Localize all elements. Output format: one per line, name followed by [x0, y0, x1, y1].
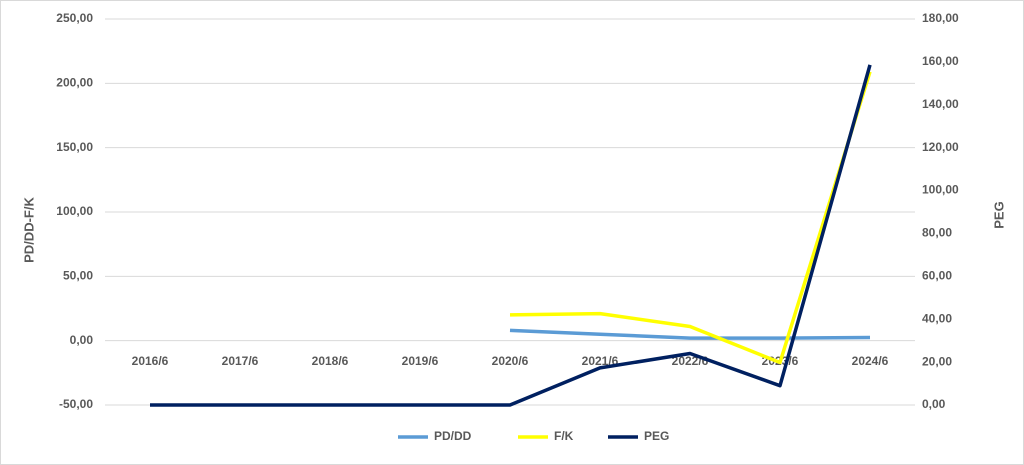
y2-tick-label: 120,00	[922, 140, 959, 154]
y-tick-label: 50,00	[63, 269, 93, 283]
x-tick-label: 2020/6	[492, 354, 529, 368]
y2-axis-title: PEG	[991, 201, 1006, 228]
y-tick-label: 100,00	[56, 204, 93, 218]
x-tick-label: 2019/6	[402, 354, 439, 368]
series-line	[150, 64, 872, 407]
y2-tick-label: 140,00	[922, 97, 959, 111]
x-tick-label: 2017/6	[222, 354, 259, 368]
y-tick-label: 150,00	[56, 140, 93, 154]
y-tick-label: -50,00	[59, 397, 93, 411]
y2-tick-label: 40,00	[922, 311, 952, 325]
y2-tick-label: 100,00	[922, 183, 959, 197]
y-tick-label: 200,00	[56, 76, 93, 90]
series-line	[509, 71, 872, 365]
series-line	[509, 328, 871, 340]
legend-label: F/K	[554, 429, 574, 443]
y2-tick-label: 80,00	[922, 226, 952, 240]
y-tick-label: 250,00	[56, 11, 93, 25]
legend-label: PD/DD	[434, 429, 472, 443]
x-tick-label: 2021/6	[582, 354, 619, 368]
legend-label: PEG	[644, 429, 669, 443]
y2-tick-label: 160,00	[922, 54, 959, 68]
x-tick-label: 2018/6	[312, 354, 349, 368]
y2-tick-label: 0,00	[922, 397, 946, 411]
y2-tick-label: 20,00	[922, 354, 952, 368]
y-tick-label: 0,00	[70, 333, 94, 347]
x-tick-label: 2016/6	[132, 354, 169, 368]
y2-tick-label: 60,00	[922, 269, 952, 283]
x-tick-label: 2024/6	[852, 354, 889, 368]
y2-tick-label: 180,00	[922, 11, 959, 25]
y-axis-title: PD/DD-F/K	[21, 197, 36, 263]
